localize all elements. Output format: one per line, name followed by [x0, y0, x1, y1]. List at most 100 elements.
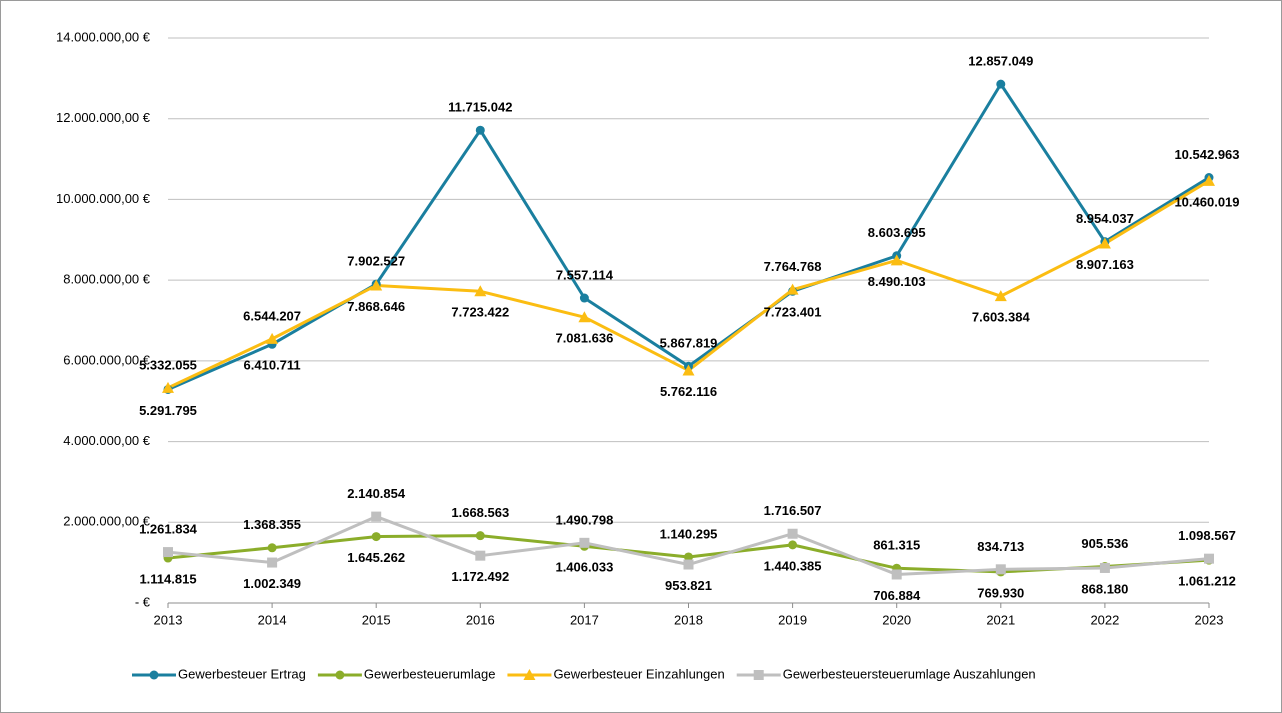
data-label: 1.172.492 — [451, 569, 509, 584]
x-tick-label: 2015 — [362, 612, 391, 627]
y-tick-label: 6.000.000,00 € — [63, 352, 151, 367]
marker — [579, 293, 589, 303]
marker — [682, 364, 695, 376]
x-tick-label: 2019 — [778, 612, 807, 627]
marker — [788, 540, 798, 550]
data-label: 834.713 — [977, 539, 1024, 554]
data-label: 6.544.207 — [243, 308, 301, 323]
marker — [523, 669, 536, 680]
x-tick-label: 2023 — [1195, 612, 1224, 627]
data-label: 706.884 — [873, 588, 921, 603]
marker — [787, 528, 798, 539]
data-label: 905.536 — [1081, 536, 1128, 551]
marker — [1098, 237, 1111, 249]
marker — [371, 511, 382, 522]
data-label: 5.332.055 — [139, 357, 197, 372]
data-label: 7.764.768 — [764, 259, 822, 274]
marker — [684, 552, 693, 562]
data-label: 769.930 — [977, 585, 1024, 600]
data-label: 1.002.349 — [243, 576, 301, 591]
marker — [890, 254, 903, 266]
marker — [891, 569, 902, 580]
data-label: 1.406.033 — [555, 560, 613, 575]
data-label: 7.723.401 — [764, 305, 822, 320]
marker — [994, 290, 1007, 302]
x-tick-label: 2020 — [882, 612, 911, 627]
marker — [474, 285, 487, 297]
data-label: 1.061.212 — [1178, 574, 1236, 589]
legend-label: Gewerbesteuersteuerumlage Auszahlungen — [783, 666, 1036, 681]
data-label: 7.081.636 — [555, 331, 613, 346]
data-label: 8.603.695 — [868, 225, 926, 240]
y-tick-label: 8.000.000,00 € — [63, 272, 151, 287]
legend-label: Gewerbesteuerumlage — [364, 666, 496, 681]
data-label: 1.645.262 — [347, 550, 405, 565]
data-label: 868.180 — [1081, 581, 1128, 596]
x-tick-label: 2014 — [258, 612, 287, 627]
marker — [578, 311, 591, 323]
data-label: 11.715.042 — [448, 100, 512, 115]
x-tick-label: 2016 — [466, 612, 495, 627]
y-tick-label: 2.000.000,00 € — [63, 514, 151, 529]
y-tick-label: 12.000.000,00 € — [56, 110, 151, 125]
data-label: 7.723.422 — [451, 305, 509, 320]
data-label: 10.542.963 — [1174, 147, 1239, 162]
x-tick-label: 2022 — [1090, 612, 1119, 627]
data-label: 861.315 — [873, 538, 920, 553]
data-label: 1.668.563 — [451, 505, 509, 520]
y-tick-label: 14.000.000,00 € — [56, 29, 151, 44]
data-label: 953.821 — [665, 578, 712, 593]
data-label: 1.114.815 — [139, 571, 196, 586]
marker — [1204, 553, 1214, 564]
data-label: 10.460.019 — [1174, 194, 1239, 209]
data-label: 1.140.295 — [660, 526, 718, 541]
marker — [475, 125, 485, 135]
legend-label: Gewerbesteuer Ertrag — [178, 666, 306, 681]
marker — [371, 532, 381, 542]
marker — [267, 557, 278, 568]
marker — [475, 550, 486, 561]
marker — [995, 564, 1006, 575]
marker — [266, 332, 279, 344]
marker — [335, 670, 345, 680]
marker — [579, 537, 590, 548]
data-label: 6.410.711 — [244, 358, 301, 373]
marker — [370, 279, 383, 291]
y-tick-label: 4.000.000,00 € — [63, 433, 151, 448]
data-label: 7.603.384 — [972, 310, 1031, 325]
data-label: 5.291.795 — [139, 403, 197, 418]
marker — [475, 531, 485, 541]
marker — [786, 283, 799, 295]
marker — [1203, 174, 1215, 186]
marker — [163, 547, 173, 558]
data-label: 8.954.037 — [1076, 211, 1134, 226]
marker — [996, 79, 1006, 89]
legend-label: Gewerbesteuer Einzahlungen — [553, 666, 724, 681]
data-label: 5.867.819 — [660, 336, 718, 351]
marker — [162, 381, 174, 393]
marker — [683, 559, 694, 570]
x-tick-label: 2017 — [570, 612, 599, 627]
data-label: 1.440.385 — [764, 558, 822, 573]
marker — [753, 670, 764, 680]
data-label: 7.868.646 — [347, 299, 405, 314]
data-label: 1.716.507 — [764, 503, 822, 518]
data-label: 7.557.114 — [556, 267, 614, 282]
data-label: 1.098.567 — [1178, 528, 1236, 543]
data-label: 8.907.163 — [1076, 257, 1134, 272]
x-tick-label: 2018 — [674, 612, 703, 627]
data-label: 1.261.834 — [139, 522, 198, 537]
data-label: 1.490.798 — [555, 512, 613, 527]
y-tick-label: 10.000.000,00 € — [56, 191, 151, 206]
data-label: 12.857.049 — [968, 54, 1033, 69]
data-label: 5.762.116 — [660, 384, 717, 399]
marker — [1099, 562, 1110, 573]
x-tick-label: 2013 — [154, 612, 183, 627]
y-tick-label: - € — [135, 594, 151, 609]
x-tick-label: 2021 — [986, 612, 1015, 627]
data-label: 2.140.854 — [347, 486, 406, 501]
marker — [267, 543, 277, 553]
data-label: 1.368.355 — [243, 517, 301, 532]
data-label: 7.902.527 — [347, 254, 405, 269]
